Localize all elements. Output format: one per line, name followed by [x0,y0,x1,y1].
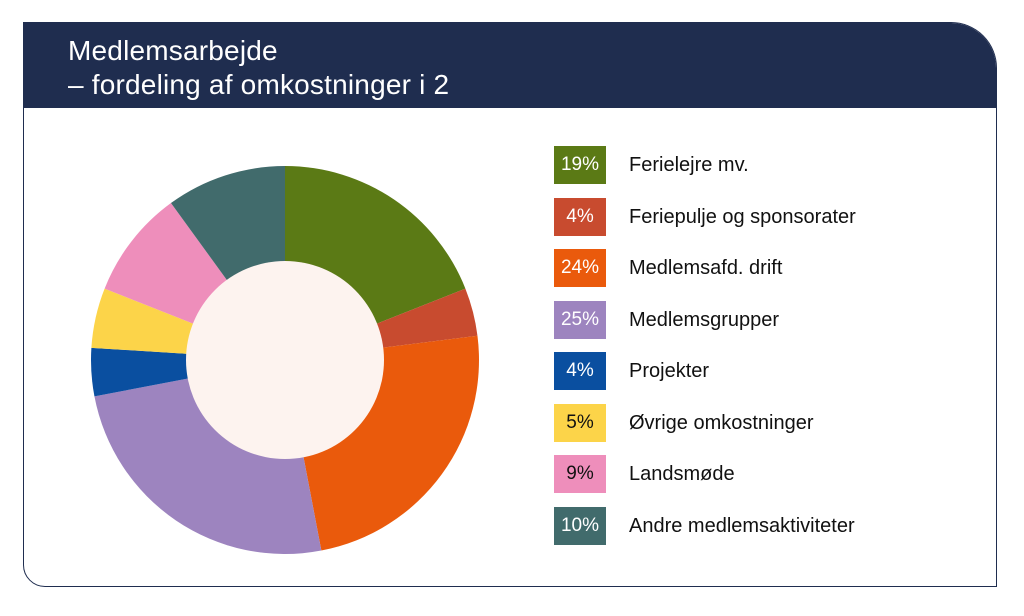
legend-percent: 25% [554,300,606,339]
legend-percent: 19% [554,146,606,184]
legend-label: Feriepulje og sponsorater [629,205,856,228]
legend-label: Ferielejre mv. [629,154,749,176]
donut-hole [186,261,384,459]
legend-item: 4% Feriepulje og sponsorater [554,197,954,236]
legend-label: Medlemsafd. drift [629,257,783,279]
legend-item: 25% Medlemsgrupper [554,300,954,339]
legend-item: 10% Andre medlemsaktiviteter [554,506,954,545]
legend-item: 4% Projekter [554,352,954,390]
donut-chart [90,166,479,554]
chart-title-line-1: Medlemsarbejde [68,35,278,66]
legend-percent: 4% [554,197,606,236]
legend-label: Projekter [629,360,710,382]
legend-label: Øvrige omkostninger [629,411,814,434]
legend-percent: 10% [554,506,606,545]
legend-item: 9% Landsmøde [554,455,954,493]
legend-label: Medlemsgrupper [629,308,780,331]
legend-label: Andre medlemsaktiviteter [629,514,855,537]
chart-area: 19% Ferielejre mv. 4% Feriepulje og sponsor… [24,108,996,586]
legend-label: Landsmøde [629,463,735,485]
legend-item: 19% Ferielejre mv. [554,146,954,184]
chart-title-line-2: – fordeling af omkostninger i 2 [68,69,450,100]
legend-percent: 5% [554,403,606,442]
legend-percent: 9% [554,455,606,493]
legend-item: 5% Øvrige omkostninger [554,403,954,442]
chart-card: Medlemsarbejde – fordeling af omkostning… [23,22,997,587]
legend-percent: 24% [554,249,606,287]
legend-item: 24% Medlemsafd. drift [554,249,954,287]
chart-header: Medlemsarbejde – fordeling af omkostning… [24,23,996,108]
legend-percent: 4% [554,352,606,390]
